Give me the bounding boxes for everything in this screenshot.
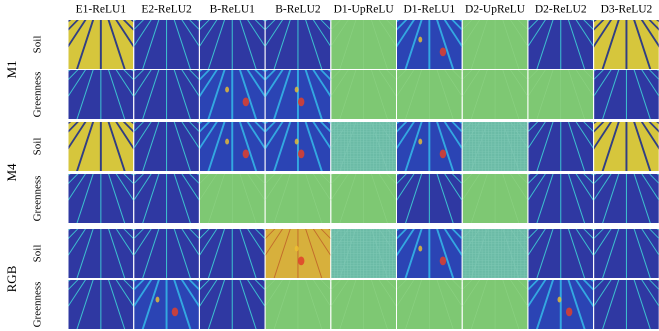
- column-header: D1-ReLU1: [403, 4, 455, 16]
- row-label: Soil: [32, 245, 44, 263]
- group-label: M4: [4, 163, 19, 182]
- row-label: Greenness: [32, 72, 44, 118]
- figure: E1-ReLU1 E2-ReLU2 B-ReLU1 B-ReLU2 D1-UpReLU D…: [0, 0, 659, 331]
- column-header: B-ReLU1: [210, 4, 256, 16]
- row-label: Greenness: [32, 176, 44, 222]
- group-label: RGB: [4, 265, 19, 292]
- column-header: D2-ReLU2: [535, 4, 587, 16]
- column-header: D2-UpReLU: [465, 4, 526, 16]
- column-header: E1-ReLU1: [76, 4, 127, 16]
- column-header: D3-ReLU2: [601, 4, 653, 16]
- row-label: Soil: [32, 138, 44, 156]
- column-header: B-ReLU2: [275, 4, 321, 16]
- column-header: E2-ReLU2: [141, 4, 192, 16]
- row-label: Greenness: [32, 282, 44, 328]
- group-label: M1: [4, 60, 19, 78]
- column-header: D1-UpReLU: [334, 4, 395, 16]
- row-label: Soil: [32, 36, 44, 54]
